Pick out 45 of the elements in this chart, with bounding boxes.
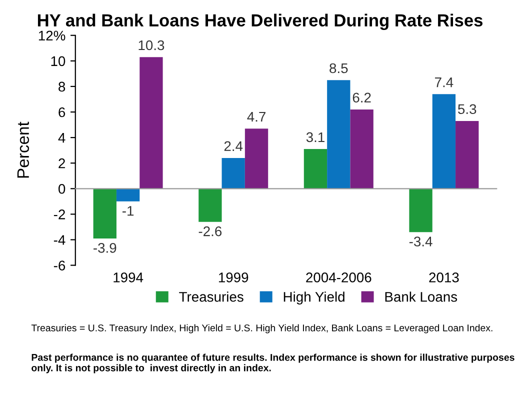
bar bbox=[116, 188, 140, 202]
y-tick-label: 0 bbox=[58, 184, 66, 194]
y-axis-title: Percent bbox=[17, 122, 30, 178]
y-tick-label: 4 bbox=[58, 133, 66, 143]
bar bbox=[456, 120, 479, 189]
bar bbox=[432, 94, 456, 189]
data-label: 10.3 bbox=[138, 40, 164, 50]
data-label: -3.9 bbox=[94, 242, 116, 253]
data-label: 2.4 bbox=[224, 141, 243, 151]
data-label: -3.4 bbox=[409, 236, 432, 246]
y-tick-label: 8 bbox=[58, 82, 66, 92]
data-label: 3.1 bbox=[306, 132, 324, 142]
x-tick-label: 2013 bbox=[429, 272, 459, 282]
data-label: 4.7 bbox=[247, 112, 266, 122]
legend-label: Treasuries bbox=[179, 292, 244, 302]
bar bbox=[244, 128, 268, 189]
x-tick-label: 1999 bbox=[218, 272, 248, 282]
bar bbox=[350, 109, 374, 189]
data-label: 8.5 bbox=[330, 63, 348, 74]
y-tick-label: 10 bbox=[51, 56, 66, 66]
y-tick-label: 12% bbox=[38, 30, 66, 40]
data-label: 6.2 bbox=[352, 92, 371, 103]
bar bbox=[93, 188, 116, 238]
y-tick-label: -6 bbox=[54, 260, 66, 270]
chart-title: HY and Bank Loans Have Delivered During Rate Rises bbox=[38, 14, 483, 30]
legend-label: High Yield bbox=[284, 292, 344, 305]
bar bbox=[140, 57, 163, 189]
data-label: -1 bbox=[122, 206, 134, 216]
x-tick-label: 1994 bbox=[114, 272, 144, 282]
y-tick-label: -4 bbox=[54, 235, 66, 245]
legend-label: Bank Loans bbox=[385, 292, 458, 302]
data-label: -2.6 bbox=[198, 226, 222, 236]
text: Treasuries = U.S. Treasury Index, High Yield = U.S. High Yield Index, Bank Loans = Leveraged Loan Index. bbox=[31, 324, 492, 334]
y-tick-label: 6 bbox=[58, 107, 66, 118]
bar bbox=[222, 158, 245, 189]
bar bbox=[327, 80, 350, 189]
bar bbox=[198, 188, 222, 222]
bar bbox=[409, 188, 432, 232]
text: Past performance is no quarantee of future results. Index performance is shown for illustrative purposes only. It is not possible to invest directly in an index. bbox=[32, 354, 514, 374]
y-tick-label: 2 bbox=[58, 158, 65, 168]
data-label: 5.3 bbox=[458, 104, 476, 114]
x-tick-label: 2004-2006 bbox=[306, 272, 372, 282]
y-tick-label: -2 bbox=[54, 210, 65, 220]
bar bbox=[304, 149, 328, 189]
data-label: 7.4 bbox=[435, 78, 454, 88]
